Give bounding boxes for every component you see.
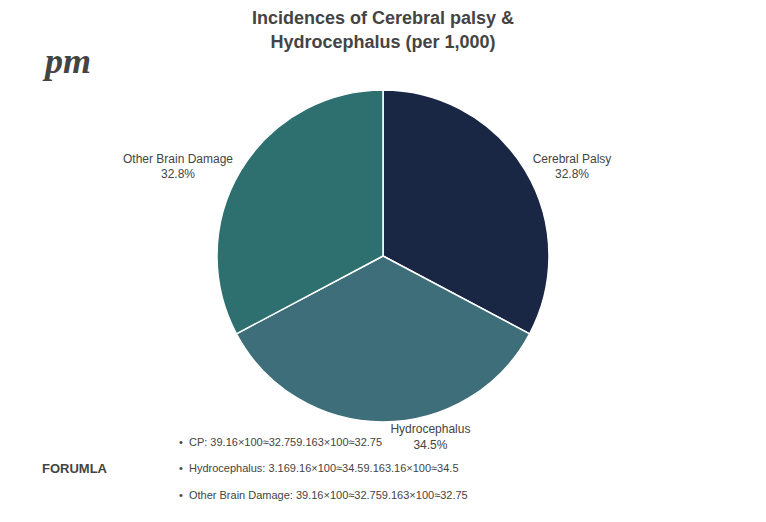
svg-text:• Other Brain Damage: 39.16×1: • Other Brain Damage: 39.16×100≈32.759.1… [179,489,468,501]
svg-text:FORUMLA: FORUMLA [42,461,108,476]
svg-text:• Hydrocephalus: 3.169.16×100: • Hydrocephalus: 3.169.16×100≈34.59.163.… [179,462,459,474]
svg-text:Cerebral Palsy32.8%: Cerebral Palsy32.8% [533,152,612,182]
svg-text:pm: pm [42,41,91,81]
svg-text:Other Brain Damage32.8%: Other Brain Damage32.8% [123,152,233,182]
svg-text:Hydrocephalus34.5%: Hydrocephalus34.5% [390,422,470,452]
svg-text:Incidences of Cerebral palsy &: Incidences of Cerebral palsy &Hydrocepha… [252,8,514,51]
svg-text:• CP: 39.16×100≈32.759.163×10: • CP: 39.16×100≈32.759.163×100≈32.75 [179,436,382,448]
